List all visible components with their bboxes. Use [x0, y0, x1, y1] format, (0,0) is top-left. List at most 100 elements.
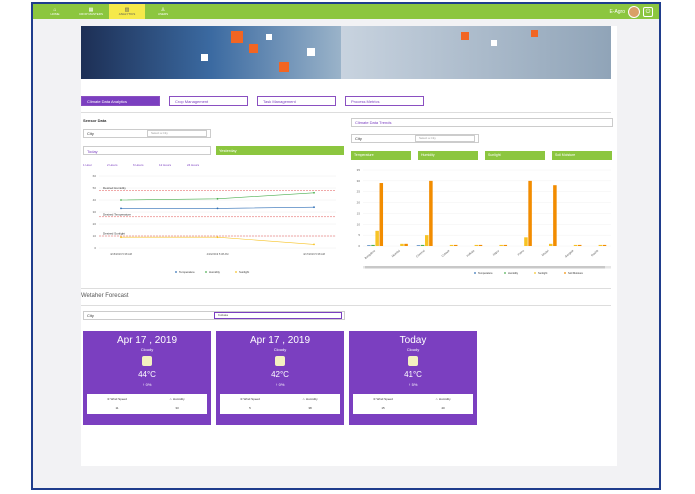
wind-label: Wind Speed	[243, 397, 260, 401]
wind-speed-value: 5	[249, 406, 251, 410]
legend-marker	[205, 271, 207, 273]
threshold-label: Desired Humidity	[103, 186, 126, 190]
banner-square	[461, 32, 469, 40]
legend-label: Humidity	[209, 270, 220, 274]
top-navbar: ⌂ HOME ▦ CROP MASTERS ▥ ANALYTICS ♙ USER…	[33, 4, 659, 19]
nav-analytics-label: ANALYTICS	[118, 12, 136, 16]
forecast-date: Apr 17 , 2019	[249, 335, 311, 346]
bar	[367, 245, 371, 246]
bar	[379, 183, 384, 246]
x-tick-label: Mumbai	[391, 248, 401, 258]
interval-12h[interactable]: 12 Hours	[159, 163, 172, 167]
bar	[474, 244, 479, 246]
forecast-date: Today	[399, 335, 427, 346]
cloud-icon	[275, 356, 285, 366]
x-tick-label: Bangalore	[364, 248, 377, 260]
wind-label: Wind Speed	[376, 397, 393, 401]
bar	[478, 244, 483, 246]
bar	[528, 180, 532, 246]
humidity-value: 40	[441, 406, 445, 410]
legend-marker	[534, 272, 536, 274]
forecast-stats: ≋ Wind Speed ♨ Humidity 11 33	[87, 394, 207, 414]
interval-2h[interactable]: 2 Hours	[107, 163, 118, 167]
bar	[429, 180, 433, 246]
tab-label: Task Management	[263, 98, 296, 104]
wind-speed-value: 11	[115, 406, 119, 410]
legend-marker	[175, 271, 177, 273]
divider	[81, 112, 611, 113]
avatar[interactable]	[628, 6, 640, 18]
hum-label: Humidity	[305, 397, 318, 401]
bar	[549, 243, 553, 246]
divider	[81, 305, 611, 306]
y-tick-label: 50	[93, 186, 97, 190]
tab-task-management[interactable]: Task Management	[257, 96, 336, 106]
y-tick-label: 20	[93, 222, 97, 226]
user-name: E-Agro	[609, 9, 625, 15]
trends-city-label: City	[355, 136, 362, 141]
trends-title: Climate Data Trends	[355, 120, 392, 125]
bar	[499, 244, 503, 246]
data-point	[120, 199, 122, 201]
y-tick-label: 0	[94, 246, 96, 250]
city-label: City	[87, 131, 94, 136]
metric-temperature[interactable]: Temperature	[351, 151, 411, 160]
x-tick-label: 4/15/2019 5:38 AM	[110, 252, 132, 256]
interval-24h[interactable]: 24 Hours	[187, 163, 200, 167]
nav-crop-masters[interactable]: ▦ CROP MASTERS	[73, 4, 109, 19]
yesterday-pill[interactable]: Yesterday	[216, 146, 344, 155]
forecast-condition: Cloudy	[140, 347, 154, 352]
weather-city-select[interactable]: Kolkata	[214, 312, 342, 319]
metric-humidity[interactable]: Humidity	[418, 151, 478, 160]
hum-label: Humidity	[172, 397, 185, 401]
legend-label: Soil Moisture	[568, 271, 584, 275]
chart-icon: ▥	[124, 7, 130, 13]
forecast-rain: ↑ 5%	[408, 382, 418, 387]
today-pill[interactable]: Today	[83, 146, 211, 155]
y-tick-label: 30	[357, 179, 361, 183]
bar	[573, 244, 578, 246]
forecast-condition: Cloudy	[273, 347, 287, 352]
bar	[577, 244, 582, 246]
nav-analytics[interactable]: ▥ ANALYTICS	[109, 4, 145, 19]
user-icon: ♙	[160, 7, 166, 13]
humidity-label: ♨ Humidity	[435, 397, 451, 401]
bar	[420, 244, 425, 246]
wind-speed-value: 15	[381, 406, 385, 410]
bar	[404, 243, 408, 246]
bar	[553, 185, 557, 246]
banner-square	[249, 44, 258, 53]
climate-bar-chart: 0 5 10 15 20 25 30 35 Bangalore Mumbai Chennai Cutt…	[357, 168, 611, 275]
forecast-rain: ↑ 0%	[142, 382, 152, 387]
metric-sunlight[interactable]: Sunlight	[485, 151, 545, 160]
x-tick-label: Chennai	[415, 248, 426, 258]
forecast-temp: 41°C	[404, 370, 422, 379]
sensor-line-chart: 0 10 20 30 40 50 60 Desired Humidity Desired Tem…	[93, 174, 336, 274]
legend-marker	[474, 272, 476, 274]
threshold-label: Desired Sunlight	[103, 232, 125, 236]
banner-growth	[341, 26, 611, 79]
weather-title: Wetaher Forecast	[81, 293, 129, 299]
x-tick-label: Patna	[517, 248, 526, 256]
tab-process-metrics[interactable]: Process Metrics	[345, 96, 424, 106]
power-icon[interactable]: ⏻	[643, 7, 653, 17]
legend-label: Humidity	[508, 271, 519, 275]
bar	[453, 244, 458, 246]
interval-1h[interactable]: 1 Hour	[83, 163, 93, 167]
bar	[449, 244, 454, 246]
tab-crop-management[interactable]: Crop Management	[169, 96, 248, 106]
tab-climate-data-analytics[interactable]: Climate Data Analytics	[81, 96, 160, 106]
series-line-sunlight	[121, 236, 315, 245]
metric-soil-moisture[interactable]: Soil Moisture	[552, 151, 612, 160]
sensor-city-select[interactable]: Select a City	[147, 130, 207, 137]
interval-6h[interactable]: 6 Hours	[133, 163, 144, 167]
bar	[416, 245, 421, 246]
nav-home[interactable]: ⌂ HOME	[37, 4, 73, 19]
trends-city-select[interactable]: Select a City	[415, 135, 475, 142]
legend-label: Temperature	[478, 271, 493, 275]
humidity-value: 38	[308, 406, 312, 410]
user-menu[interactable]: E-Agro ⏻	[609, 6, 653, 18]
nav-home-label: HOME	[50, 12, 60, 16]
nav-users[interactable]: ♙ USERS	[145, 4, 181, 19]
y-tick-label: 25	[357, 190, 361, 194]
